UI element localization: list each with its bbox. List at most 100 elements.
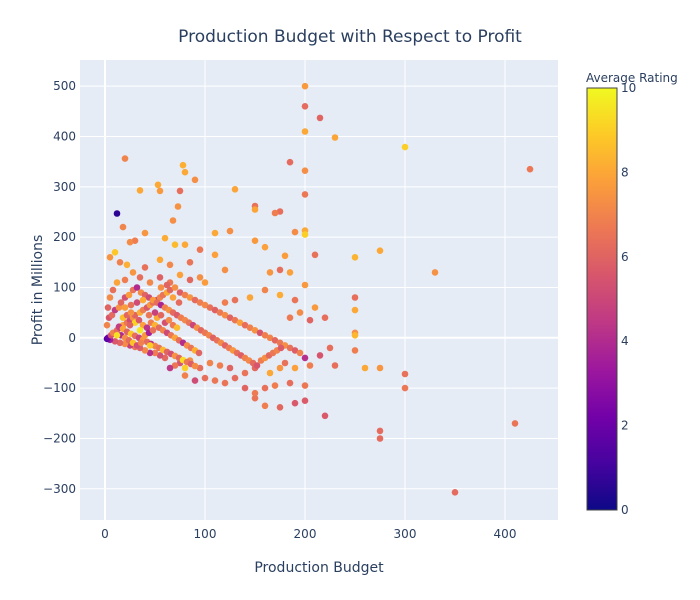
data-point: [126, 321, 134, 329]
y-tick-label: 300: [53, 180, 76, 194]
data-point: [176, 187, 184, 195]
data-point: [139, 296, 147, 304]
data-point: [123, 261, 131, 269]
data-point: [361, 364, 369, 372]
data-point: [151, 349, 159, 357]
data-point: [251, 394, 259, 402]
data-point: [326, 344, 334, 352]
data-point: [191, 296, 199, 304]
data-point: [276, 404, 284, 411]
data-point: [157, 311, 165, 319]
data-point: [154, 181, 162, 189]
data-point: [133, 299, 141, 306]
data-point: [271, 209, 279, 217]
data-point: [104, 304, 112, 311]
data-point: [261, 402, 269, 410]
data-point: [226, 227, 234, 235]
data-point: [401, 143, 409, 151]
data-point: [181, 291, 189, 299]
data-point: [131, 237, 139, 244]
data-point: [251, 206, 259, 213]
data-point: [216, 309, 224, 316]
data-point: [181, 168, 189, 176]
data-point: [376, 427, 384, 435]
y-tick-label: −300: [43, 482, 76, 496]
data-point: [286, 314, 294, 322]
data-point: [113, 279, 121, 286]
data-point: [266, 269, 274, 276]
data-point: [149, 327, 157, 334]
data-point: [211, 306, 219, 314]
data-point: [281, 359, 289, 367]
data-point: [311, 251, 319, 259]
data-point: [301, 103, 309, 110]
data-point: [301, 167, 309, 174]
colorbar-tick-label: 8: [621, 165, 629, 179]
data-point: [103, 321, 111, 329]
y-tick-label: −200: [43, 431, 76, 445]
data-point: [127, 309, 135, 316]
data-point: [174, 203, 182, 210]
data-point: [151, 309, 159, 316]
data-point: [376, 364, 384, 372]
data-point: [201, 301, 209, 309]
data-point: [306, 362, 314, 369]
colorbar-tick-label: 6: [621, 250, 629, 264]
data-point: [137, 339, 145, 347]
data-point: [135, 316, 143, 324]
data-point: [136, 327, 144, 334]
y-tick-label: 100: [53, 280, 76, 294]
data-point: [169, 294, 177, 301]
data-point: [241, 321, 249, 329]
data-point: [301, 231, 309, 238]
data-point: [276, 266, 284, 274]
data-point: [108, 311, 116, 319]
data-point: [351, 347, 359, 354]
data-point: [216, 362, 224, 369]
data-point: [196, 299, 204, 306]
data-point: [113, 210, 121, 217]
data-point: [401, 384, 409, 392]
data-point: [146, 342, 154, 349]
data-point: [136, 274, 144, 281]
data-point: [321, 412, 329, 420]
data-point: [181, 241, 189, 248]
data-point: [301, 82, 309, 90]
data-point: [301, 354, 309, 362]
data-point: [201, 279, 209, 286]
data-point: [171, 284, 179, 291]
data-point: [271, 382, 279, 389]
data-point: [296, 309, 304, 316]
x-tick-label: 100: [194, 527, 217, 541]
data-point: [186, 276, 194, 284]
data-point: [261, 384, 269, 392]
data-point: [231, 296, 239, 304]
data-point: [169, 217, 177, 224]
data-point: [196, 364, 204, 372]
data-point: [301, 281, 309, 289]
chart-title: Production Budget with Respect to Profit: [178, 27, 522, 47]
data-point: [276, 208, 284, 215]
data-point: [286, 379, 294, 387]
data-point: [306, 316, 314, 324]
data-point: [146, 349, 154, 357]
data-point: [221, 379, 229, 387]
y-tick-label: 400: [53, 129, 76, 143]
data-point: [251, 237, 259, 244]
data-point: [226, 314, 234, 322]
data-point: [211, 229, 219, 237]
data-point: [141, 347, 149, 354]
data-point: [116, 339, 124, 347]
data-point: [351, 253, 359, 261]
data-point: [116, 259, 124, 266]
data-point: [143, 324, 151, 332]
data-point: [171, 362, 179, 369]
data-point: [211, 251, 219, 259]
y-tick-label: −100: [43, 381, 76, 395]
data-point: [236, 319, 244, 327]
y-tick-label: 0: [68, 331, 76, 345]
data-point: [281, 252, 289, 260]
data-point: [431, 269, 439, 276]
colorbar-tick-label: 4: [621, 334, 629, 348]
colorbar-tick-label: 0: [621, 503, 629, 517]
